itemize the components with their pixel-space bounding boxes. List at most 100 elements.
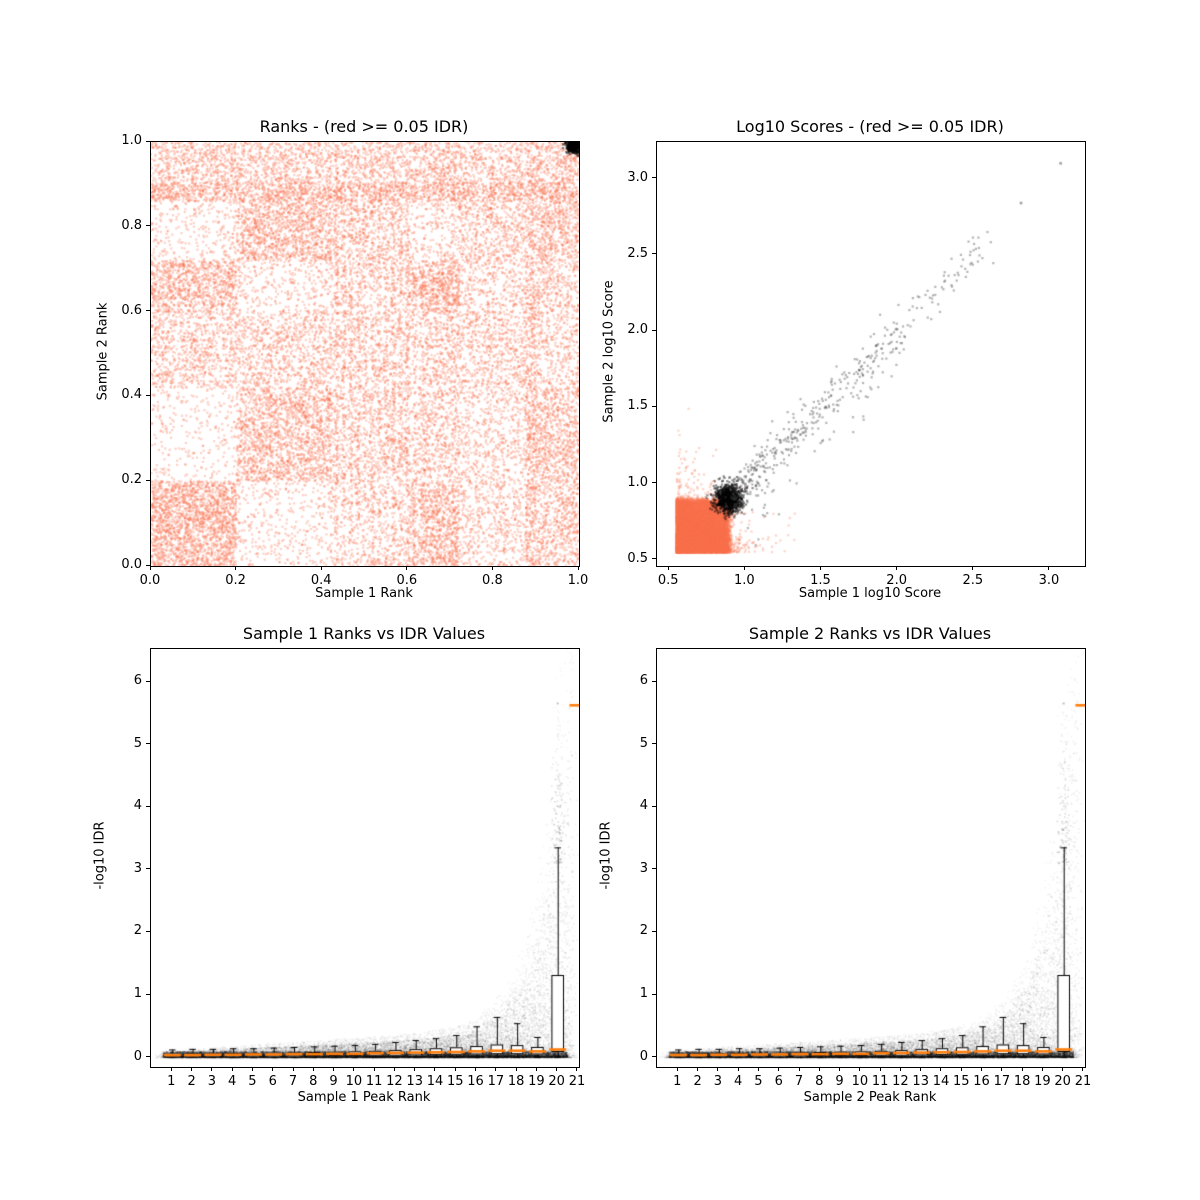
x-tick	[798, 1067, 800, 1071]
x-tick	[778, 1067, 780, 1071]
x-tick-label: 7	[794, 1074, 804, 1089]
y-tick-label: 2.0	[627, 322, 648, 338]
x-tick	[434, 1067, 436, 1071]
scatter-canvas-ranks	[151, 142, 579, 566]
y-tick	[652, 680, 656, 682]
plot-area-scores	[656, 141, 1086, 567]
x-tick	[251, 1067, 253, 1071]
x-tick	[737, 1067, 739, 1071]
y-tick-label: 5	[133, 735, 142, 751]
x-tick-label: 2.5	[962, 573, 984, 588]
x-tick-label: 3	[713, 1074, 722, 1089]
y-tick	[146, 394, 150, 396]
x-tick-label: 1	[167, 1074, 176, 1089]
x-tick	[235, 566, 237, 570]
x-tick-label: 0.2	[225, 573, 246, 588]
y-tick	[146, 225, 150, 227]
y-tick	[146, 743, 150, 745]
x-tick-label: 5	[754, 1074, 763, 1089]
x-tick-label: 0.0	[139, 573, 161, 588]
y-tick	[652, 253, 656, 255]
x-tick-label: 1	[673, 1074, 682, 1089]
y-tick-label: 0.8	[121, 217, 142, 233]
plot-title-idr2: Sample 2 Ranks vs IDR Values	[748, 624, 992, 643]
x-tick-label: 5	[248, 1074, 257, 1089]
x-tick	[353, 1067, 355, 1071]
x-tick-label: 6	[774, 1074, 783, 1089]
x-tick	[859, 1067, 861, 1071]
y-axis-label-ranks: Sample 2 Rank	[95, 302, 111, 401]
x-tick	[393, 1067, 395, 1071]
plot-title-idr1: Sample 1 Ranks vs IDR Values	[242, 624, 486, 643]
x-tick-label: 17	[487, 1074, 505, 1089]
x-tick	[556, 1067, 558, 1071]
x-tick-label: 14	[426, 1074, 444, 1089]
x-tick-label: 0.5	[657, 573, 679, 588]
x-tick	[491, 566, 493, 570]
x-tick-label: 2.0	[886, 573, 907, 588]
x-tick-label: 17	[993, 1074, 1011, 1089]
x-tick	[454, 1067, 456, 1071]
x-tick-label: 0.8	[482, 573, 503, 588]
y-tick-label: 0.5	[627, 550, 648, 566]
x-tick	[757, 1067, 759, 1071]
x-axis-label-scores: Sample 1 log10 Score	[798, 586, 942, 601]
y-tick-label: 1.5	[627, 398, 648, 414]
x-tick-label: 21	[1074, 1074, 1092, 1089]
x-tick	[577, 566, 579, 570]
x-tick	[1041, 1067, 1043, 1071]
x-tick	[920, 1067, 922, 1071]
y-tick-label: 1.0	[121, 133, 142, 148]
x-tick-label: 13	[406, 1074, 423, 1089]
x-tick-label: 16	[467, 1074, 484, 1089]
y-tick-label: 0.2	[121, 472, 142, 488]
x-tick-label: 12	[386, 1074, 403, 1089]
x-tick	[972, 566, 974, 570]
x-tick-label: 18	[507, 1074, 525, 1089]
x-tick	[576, 1067, 578, 1071]
x-tick-label: 0.4	[310, 573, 332, 588]
x-tick	[743, 566, 745, 570]
x-tick-label: 18	[1013, 1074, 1031, 1089]
y-tick-label: 5	[639, 735, 648, 751]
x-tick-label: 3	[207, 1074, 216, 1089]
y-tick	[146, 564, 150, 566]
x-tick-label: 1.5	[810, 573, 831, 588]
x-tick-label: 11	[365, 1074, 383, 1089]
x-tick	[1001, 1067, 1003, 1071]
x-tick	[1082, 1067, 1084, 1071]
x-tick	[1021, 1067, 1023, 1071]
x-tick-label: 4	[734, 1074, 743, 1089]
x-tick-label: 2	[187, 1074, 196, 1089]
x-tick	[676, 1067, 678, 1071]
y-tick	[146, 868, 150, 870]
y-tick	[652, 930, 656, 932]
x-tick	[475, 1067, 477, 1071]
x-tick-label: 21	[568, 1074, 586, 1089]
boxplot-canvas-idr2	[657, 649, 1085, 1067]
y-tick	[652, 743, 656, 745]
y-tick-label: 2.5	[627, 245, 648, 261]
plot-area-idr2	[656, 648, 1086, 1068]
x-tick	[272, 1067, 274, 1071]
x-tick	[697, 1067, 699, 1071]
x-tick	[667, 566, 669, 570]
x-tick	[414, 1067, 416, 1071]
x-tick	[960, 1067, 962, 1071]
y-tick	[652, 993, 656, 995]
x-tick	[149, 566, 151, 570]
y-tick	[652, 482, 656, 484]
y-tick-label: 1	[639, 986, 648, 1002]
x-tick-label: 4	[228, 1074, 237, 1089]
y-tick-label: 1.0	[627, 474, 648, 490]
y-tick	[146, 479, 150, 481]
x-tick-label: 10	[345, 1074, 363, 1089]
x-tick	[170, 1067, 172, 1071]
x-tick	[320, 566, 322, 570]
x-tick	[940, 1067, 942, 1071]
x-tick-label: 19	[528, 1074, 545, 1089]
x-tick	[819, 566, 821, 570]
x-tick	[191, 1067, 193, 1071]
y-tick	[652, 805, 656, 807]
